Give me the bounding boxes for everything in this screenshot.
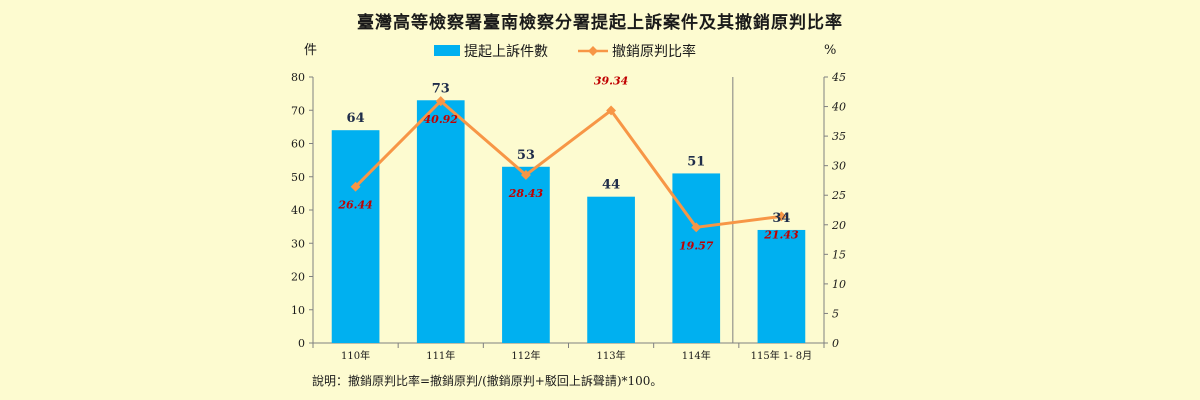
bar-value-label: 64: [347, 111, 365, 126]
bar-value-label: 34: [772, 211, 790, 226]
bar-value-label: 53: [517, 148, 535, 163]
rate-marker: [776, 211, 787, 222]
bar-value-label: 73: [432, 81, 450, 96]
rate-value-label: 39.34: [594, 74, 628, 87]
bar: [757, 229, 806, 343]
legend-line-marker: [588, 46, 598, 56]
bar: [672, 173, 721, 343]
y-right-tick-label: 30: [832, 160, 846, 173]
bar: [587, 196, 635, 343]
rate-value-label: 40.92: [424, 113, 459, 126]
bar: [416, 100, 465, 344]
chart-footnote: 說明：撤銷原判比率=撤銷原判/(撤銷原判+駁回上訴聲請)*100。: [312, 374, 663, 388]
y-left-tick-label: 80: [291, 71, 305, 84]
y-left-tick-label: 0: [298, 337, 305, 350]
chart-title: 臺灣高等檢察署臺南檢察分署提起上訴案件及其撤銷原判比率: [357, 13, 843, 33]
legend-bar-swatch: [434, 45, 460, 56]
legend: 提起上訴件數 撤銷原判比率: [434, 43, 696, 60]
y-right-tick-label: 25: [831, 189, 846, 202]
rate-value-label: 21.43: [763, 228, 799, 241]
rate-marker: [606, 105, 617, 116]
line-series: [350, 96, 787, 233]
y-right-tick-label: 10: [832, 278, 846, 291]
legend-line-label: 撤銷原判比率: [612, 43, 696, 60]
x-tick-label: 110年: [341, 349, 370, 362]
rate-value-label: 28.43: [508, 187, 544, 200]
bar: [331, 130, 380, 343]
rate-marker: [520, 169, 531, 180]
y-right-tick-label: 0: [832, 337, 839, 350]
bar: [502, 166, 550, 343]
rate-marker: [691, 222, 702, 233]
y-left-tick-label: 20: [291, 271, 305, 284]
y-left-tick-label: 50: [291, 171, 305, 184]
y-left-tick-label: 30: [291, 237, 305, 250]
y-left-tick-label: 70: [291, 104, 305, 117]
rate-line: [354, 99, 782, 229]
bar-value-label: 51: [687, 154, 705, 169]
y-right-tick-label: 5: [832, 307, 839, 320]
rate-marker: [350, 181, 361, 192]
x-tick-label: 114年: [682, 349, 711, 362]
y-left-tick-label: 40: [291, 204, 305, 217]
y-right-tick-label: 20: [831, 219, 846, 232]
x-tick-label: 113年: [597, 349, 626, 362]
x-tick-label: 111年: [426, 349, 455, 362]
y-left-tick-label: 10: [291, 304, 305, 317]
rate-value-label: 19.57: [679, 239, 714, 252]
x-tick-label: 112年: [511, 349, 540, 362]
bar-series: [331, 100, 806, 344]
y-right-tick-label: 15: [832, 248, 846, 261]
y-right-tick-label: 35: [832, 130, 846, 143]
y-right-tick-label: 40: [831, 101, 846, 114]
data-labels: 64 73 53 44 51 34 26.44 40.92 28.43 39.34 19.57 21.…: [337, 74, 799, 252]
y-left-unit-label: 件: [304, 43, 317, 58]
x-tick-label: 115年 1- 8月: [751, 349, 813, 362]
chart-axes: 0 10 20 30 40 50 60 70 80 0 5 10 15 20 25 30 35 40 45 110年 1…: [291, 43, 846, 362]
y-right-tick-label: 45: [831, 71, 846, 84]
legend-bar-label: 提起上訴件數: [464, 44, 548, 60]
y-right-unit-label: %: [824, 43, 836, 58]
rate-value-label: 26.44: [337, 199, 372, 212]
y-left-tick-label: 60: [291, 138, 305, 151]
bar-value-label: 44: [602, 178, 620, 193]
